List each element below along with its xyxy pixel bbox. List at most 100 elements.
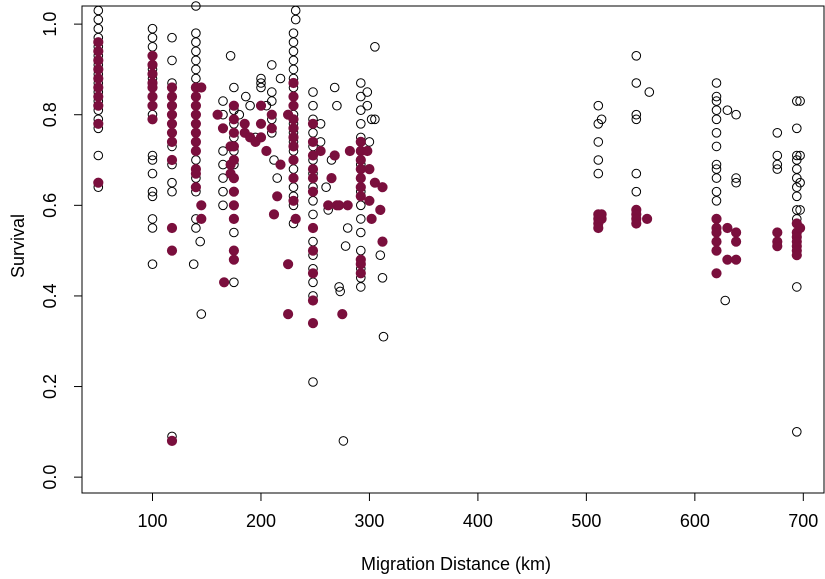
filled-point [290,213,301,224]
hollow-point [370,114,380,125]
filled-point [795,222,806,234]
filled-point [355,182,366,193]
filled-point [366,213,377,224]
hollow-point [795,150,805,161]
hollow-point [362,100,373,111]
hollow-point [593,155,604,165]
filled-point [711,268,722,279]
filled-point [255,100,267,111]
hollow-point [340,241,351,251]
hollow-point [631,186,642,197]
hollow-point [772,128,783,138]
filled-point [255,118,267,129]
hollow-point [356,200,366,211]
filled-point [190,109,201,120]
hollow-point [147,259,158,270]
filled-point [288,173,299,184]
hollow-point [731,109,741,120]
filled-point [166,154,178,166]
filled-point [288,100,299,111]
hollow-point [795,177,805,188]
filled-point [288,195,299,206]
x-tick-label: 100 [137,511,167,531]
filled-point [307,173,319,184]
hollow-point [711,78,722,88]
hollow-point [792,96,802,106]
filled-point [722,222,733,234]
filled-point [315,145,326,157]
filled-point [166,222,178,234]
y-tick-label: 1.0 [40,12,60,37]
filled-point [369,177,380,188]
hollow-point [711,141,722,152]
filled-point [228,141,239,152]
filled-point [219,277,230,288]
filled-point [93,82,104,93]
hollow-point [288,55,299,66]
hollow-point [191,1,201,11]
hollow-point [188,259,199,270]
filled-point [731,227,742,238]
hollow-point [792,191,802,202]
filled-point [377,236,388,247]
hollow-point [147,223,158,233]
filled-point [147,91,158,102]
hollow-point [772,159,783,170]
filled-point [228,254,239,265]
data-points [93,1,806,446]
filled-point [631,218,642,229]
filled-point [261,145,272,157]
hollow-point [167,186,177,197]
plot-frame [81,5,825,494]
filled-point [147,114,158,125]
filled-point [307,136,319,147]
filled-point [326,173,337,184]
hollow-point [275,73,286,84]
filled-point [93,91,104,102]
filled-point [288,154,299,166]
hollow-point [593,100,604,111]
hollow-point [256,82,266,93]
hollow-point [335,286,346,297]
hollow-point [93,23,104,34]
filled-point [307,222,319,234]
x-tick-label: 400 [463,511,493,531]
hollow-point [267,87,277,97]
filled-point [228,173,239,184]
filled-point [93,100,104,111]
filled-point [228,114,239,125]
filled-point [190,100,201,111]
hollow-point [356,245,366,256]
hollow-point [356,105,366,115]
hollow-point [321,182,331,192]
hollow-point [290,5,301,16]
hollow-point [191,223,201,233]
y-axis-label: Survival [8,214,28,278]
filled-point [355,164,366,175]
hollow-point [711,159,722,170]
hollow-point [93,150,104,161]
filled-point [307,318,319,329]
hollow-point [290,14,301,25]
hollow-point [167,177,177,188]
x-tick-label: 300 [354,511,384,531]
hollow-point [378,331,389,342]
filled-point [283,259,294,270]
filled-point [711,227,722,238]
hollow-point [370,42,380,52]
hollow-point [191,64,201,75]
hollow-point [596,114,607,125]
filled-point [722,254,733,265]
y-tick-label: 0.8 [40,102,60,127]
filled-point [355,136,366,147]
hollow-point [191,155,201,165]
filled-point [337,309,348,320]
filled-point [166,100,178,111]
filled-point [266,109,277,120]
hollow-point [332,100,342,111]
filled-point [166,91,178,102]
hollow-point [772,164,783,174]
hollow-point [356,282,366,292]
hollow-point [272,173,283,183]
filled-point [642,213,653,224]
